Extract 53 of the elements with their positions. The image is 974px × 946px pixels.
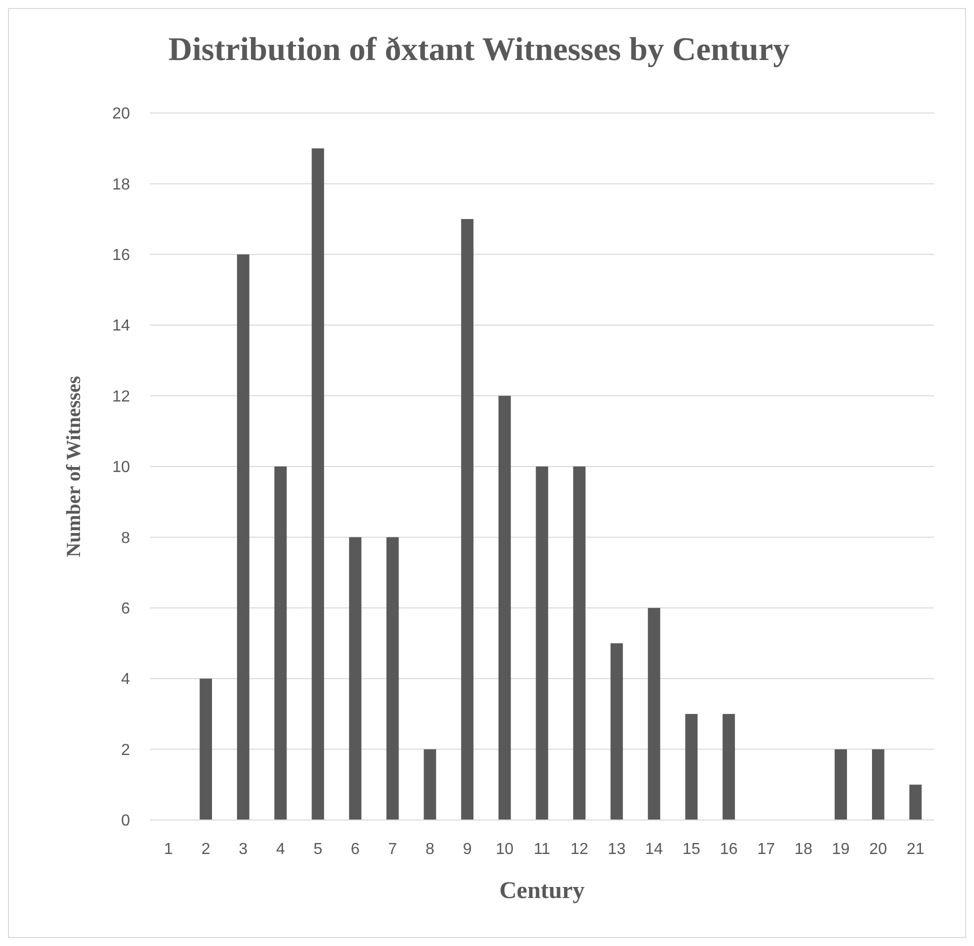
y-tick-label: 2 <box>121 742 130 759</box>
y-tick-label: 4 <box>121 671 130 688</box>
x-tick-label: 21 <box>906 841 925 858</box>
x-tick-label: 5 <box>313 841 322 858</box>
bar <box>722 714 735 820</box>
x-tick-label: 1 <box>164 841 174 858</box>
bar <box>610 643 623 820</box>
y-tick-label: 10 <box>112 459 130 476</box>
bar <box>424 749 436 820</box>
x-tick-label: 18 <box>794 841 812 858</box>
x-tick-label: 16 <box>720 841 738 858</box>
x-tick-label: 4 <box>276 841 286 858</box>
x-tick-label: 12 <box>570 841 588 858</box>
bar <box>872 749 884 820</box>
x-tick-label: 8 <box>425 841 434 858</box>
x-tick-label: 15 <box>682 841 700 858</box>
y-tick-label: 0 <box>121 812 130 830</box>
bar <box>386 537 399 820</box>
y-tick-label: 6 <box>121 600 130 618</box>
x-tick-label: 10 <box>496 841 514 858</box>
bar <box>498 396 511 820</box>
x-tick-label: 6 <box>350 841 360 858</box>
bar <box>648 608 660 820</box>
bar <box>200 678 212 820</box>
bar <box>834 749 847 820</box>
x-tick-label: 7 <box>388 841 398 858</box>
y-axis-title: Number of Witnesses <box>63 376 85 558</box>
x-tick-label: 2 <box>201 841 210 858</box>
x-tick-label: 17 <box>757 841 776 858</box>
bar <box>237 254 250 820</box>
bar <box>349 537 362 820</box>
x-tick-label: 11 <box>534 841 550 858</box>
x-tick-label: 9 <box>462 841 472 858</box>
y-tick-label: 20 <box>112 106 130 123</box>
x-tick-label: 3 <box>238 841 248 858</box>
bar <box>536 466 548 820</box>
bar <box>909 784 922 820</box>
bar <box>573 466 586 820</box>
bar <box>312 148 324 820</box>
bar <box>685 714 698 820</box>
bar <box>461 219 474 820</box>
y-tick-label: 14 <box>112 318 130 335</box>
x-tick-label: 14 <box>645 841 664 858</box>
y-tick-label: 16 <box>112 247 130 264</box>
chart-title: Distribution of ðxtant Witnesses by Century <box>168 32 790 68</box>
y-tick-label: 12 <box>112 388 130 406</box>
bar <box>274 466 287 820</box>
x-axis-title: Century <box>499 878 585 904</box>
x-tick-label: 19 <box>832 841 850 858</box>
x-tick-label: 20 <box>869 841 888 858</box>
y-tick-label: 8 <box>121 530 130 547</box>
x-tick-label: 13 <box>608 841 626 858</box>
y-tick-label: 18 <box>112 176 130 194</box>
